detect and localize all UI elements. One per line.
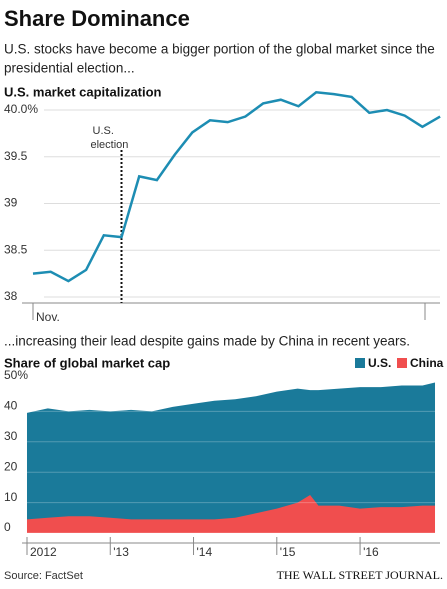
legend-label: China xyxy=(410,356,444,370)
y-tick-label: 38.5 xyxy=(4,242,28,256)
area xyxy=(26,495,436,533)
chart-title: Share of global market cap xyxy=(4,355,170,370)
credit: THE WALL STREET JOURNAL. xyxy=(277,568,443,582)
y-tick-label: 20 xyxy=(4,459,18,473)
subtitle: U.S. stocks have become a bigger portion… xyxy=(4,42,435,57)
chart-title: U.S. market capitalization xyxy=(4,84,162,99)
legend-swatch xyxy=(355,358,365,368)
x-tick-label: '16 xyxy=(363,545,379,559)
x-tick-label: 2012 xyxy=(30,545,57,559)
y-tick-label: 39 xyxy=(4,196,18,210)
x-tick-label: Nov. xyxy=(36,310,60,324)
subtitle: presidential election... xyxy=(4,61,135,76)
title: Share Dominance xyxy=(4,6,190,31)
source: Source: FactSet xyxy=(4,570,83,582)
y-tick-label: 0 xyxy=(4,520,11,534)
area xyxy=(26,382,436,533)
legend-label: U.S. xyxy=(368,356,391,370)
annotation: election xyxy=(91,139,129,151)
annotation: U.S. xyxy=(93,125,114,137)
y-tick-label: 40.0% xyxy=(4,102,38,116)
y-tick-label: 40 xyxy=(4,399,18,413)
legend-swatch xyxy=(397,358,407,368)
y-tick-label: 30 xyxy=(4,429,18,443)
caption: ...increasing their lead despite gains m… xyxy=(4,334,410,349)
x-tick-label: '14 xyxy=(197,545,213,559)
x-tick-label: '15 xyxy=(280,545,296,559)
y-tick-label: 38 xyxy=(4,289,18,303)
line xyxy=(32,90,441,283)
y-tick-label: 39.5 xyxy=(4,149,28,163)
y-tick-label: 50% xyxy=(4,368,28,382)
y-tick-label: 10 xyxy=(4,490,18,504)
x-tick-label: '13 xyxy=(113,545,129,559)
